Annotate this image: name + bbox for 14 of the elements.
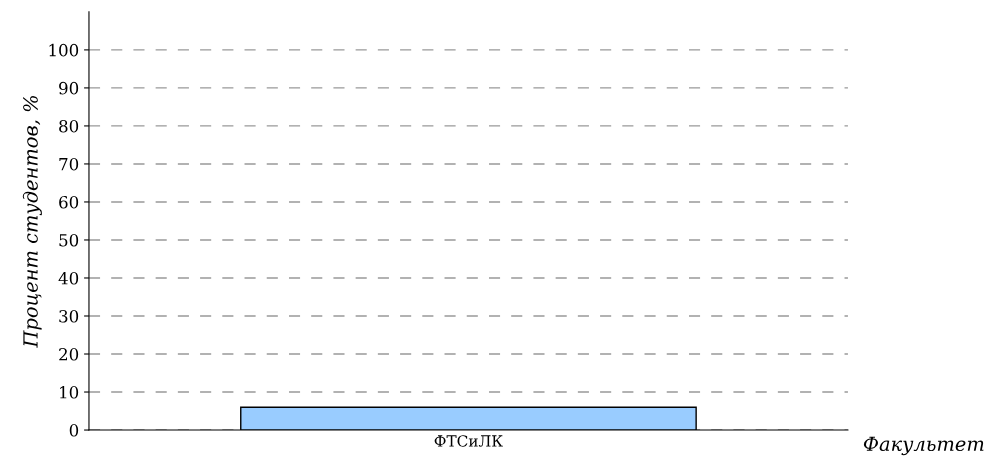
y-tick-label: 50 [59,233,79,247]
y-tick-label: 0 [69,424,79,437]
y-tick-label: 60 [59,195,79,209]
y-tick-label: 20 [59,347,79,361]
y-tick-label: 30 [59,309,79,323]
y-tick-label: 80 [59,119,79,133]
y-tick-label: 70 [59,157,79,171]
x-tick-label: ФТСиЛК [434,435,503,447]
x-axis-title: Факультет [863,436,984,456]
y-tick-label: 90 [59,81,79,95]
y-tick-label: 100 [49,43,79,57]
y-tick-label: 10 [60,385,79,399]
y-tick-label: 40 [58,271,79,285]
y-axis-title: Процент студентов, % [22,96,42,348]
